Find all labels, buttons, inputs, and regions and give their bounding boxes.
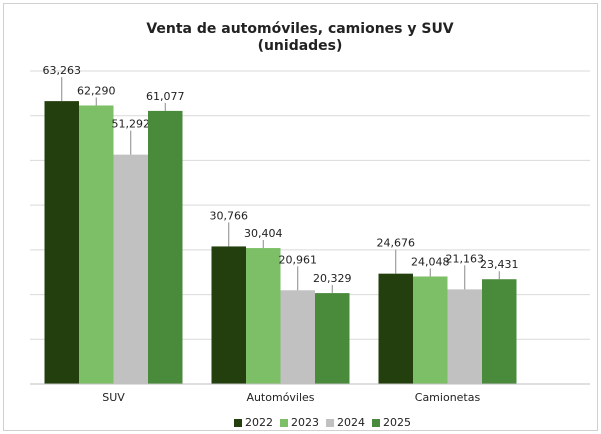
data-label: 23,431 (480, 258, 519, 271)
data-label: 24,048 (411, 255, 450, 268)
data-label: 62,290 (77, 84, 116, 97)
legend-label: 2025 (383, 416, 411, 429)
data-label: 20,329 (313, 272, 352, 285)
bar (148, 110, 183, 384)
legend-label: 2024 (337, 416, 365, 429)
bar (447, 289, 482, 384)
data-label: 63,263 (43, 64, 82, 77)
x-tick-label: SUV (102, 391, 125, 404)
legend-label: 2022 (245, 416, 273, 429)
x-tick-label: Camionetas (415, 391, 481, 404)
legend-swatch (280, 419, 288, 427)
bar (44, 101, 79, 384)
bar (246, 248, 281, 384)
bar (280, 290, 315, 384)
chart-subtitle: (unidades) (258, 38, 343, 54)
chart-title: Venta de automóviles, camiones y SUV (146, 21, 453, 37)
data-label: 51,292 (112, 118, 151, 131)
data-label: 20,961 (279, 253, 318, 266)
data-label: 61,077 (146, 90, 185, 103)
bar (211, 246, 246, 384)
data-label: 21,163 (446, 252, 485, 265)
x-tick-label: Automóviles (246, 391, 314, 404)
legend-swatch (372, 419, 380, 427)
legend-swatch (234, 419, 242, 427)
bar (315, 293, 350, 384)
bar (378, 273, 413, 384)
data-label: 30,404 (244, 227, 283, 240)
data-label: 30,766 (210, 209, 249, 222)
bar (482, 279, 517, 384)
legend-swatch (326, 419, 334, 427)
bar (413, 276, 448, 384)
data-label: 24,676 (377, 237, 416, 250)
legend-label: 2023 (291, 416, 319, 429)
bar (79, 105, 114, 384)
bar (113, 154, 148, 384)
